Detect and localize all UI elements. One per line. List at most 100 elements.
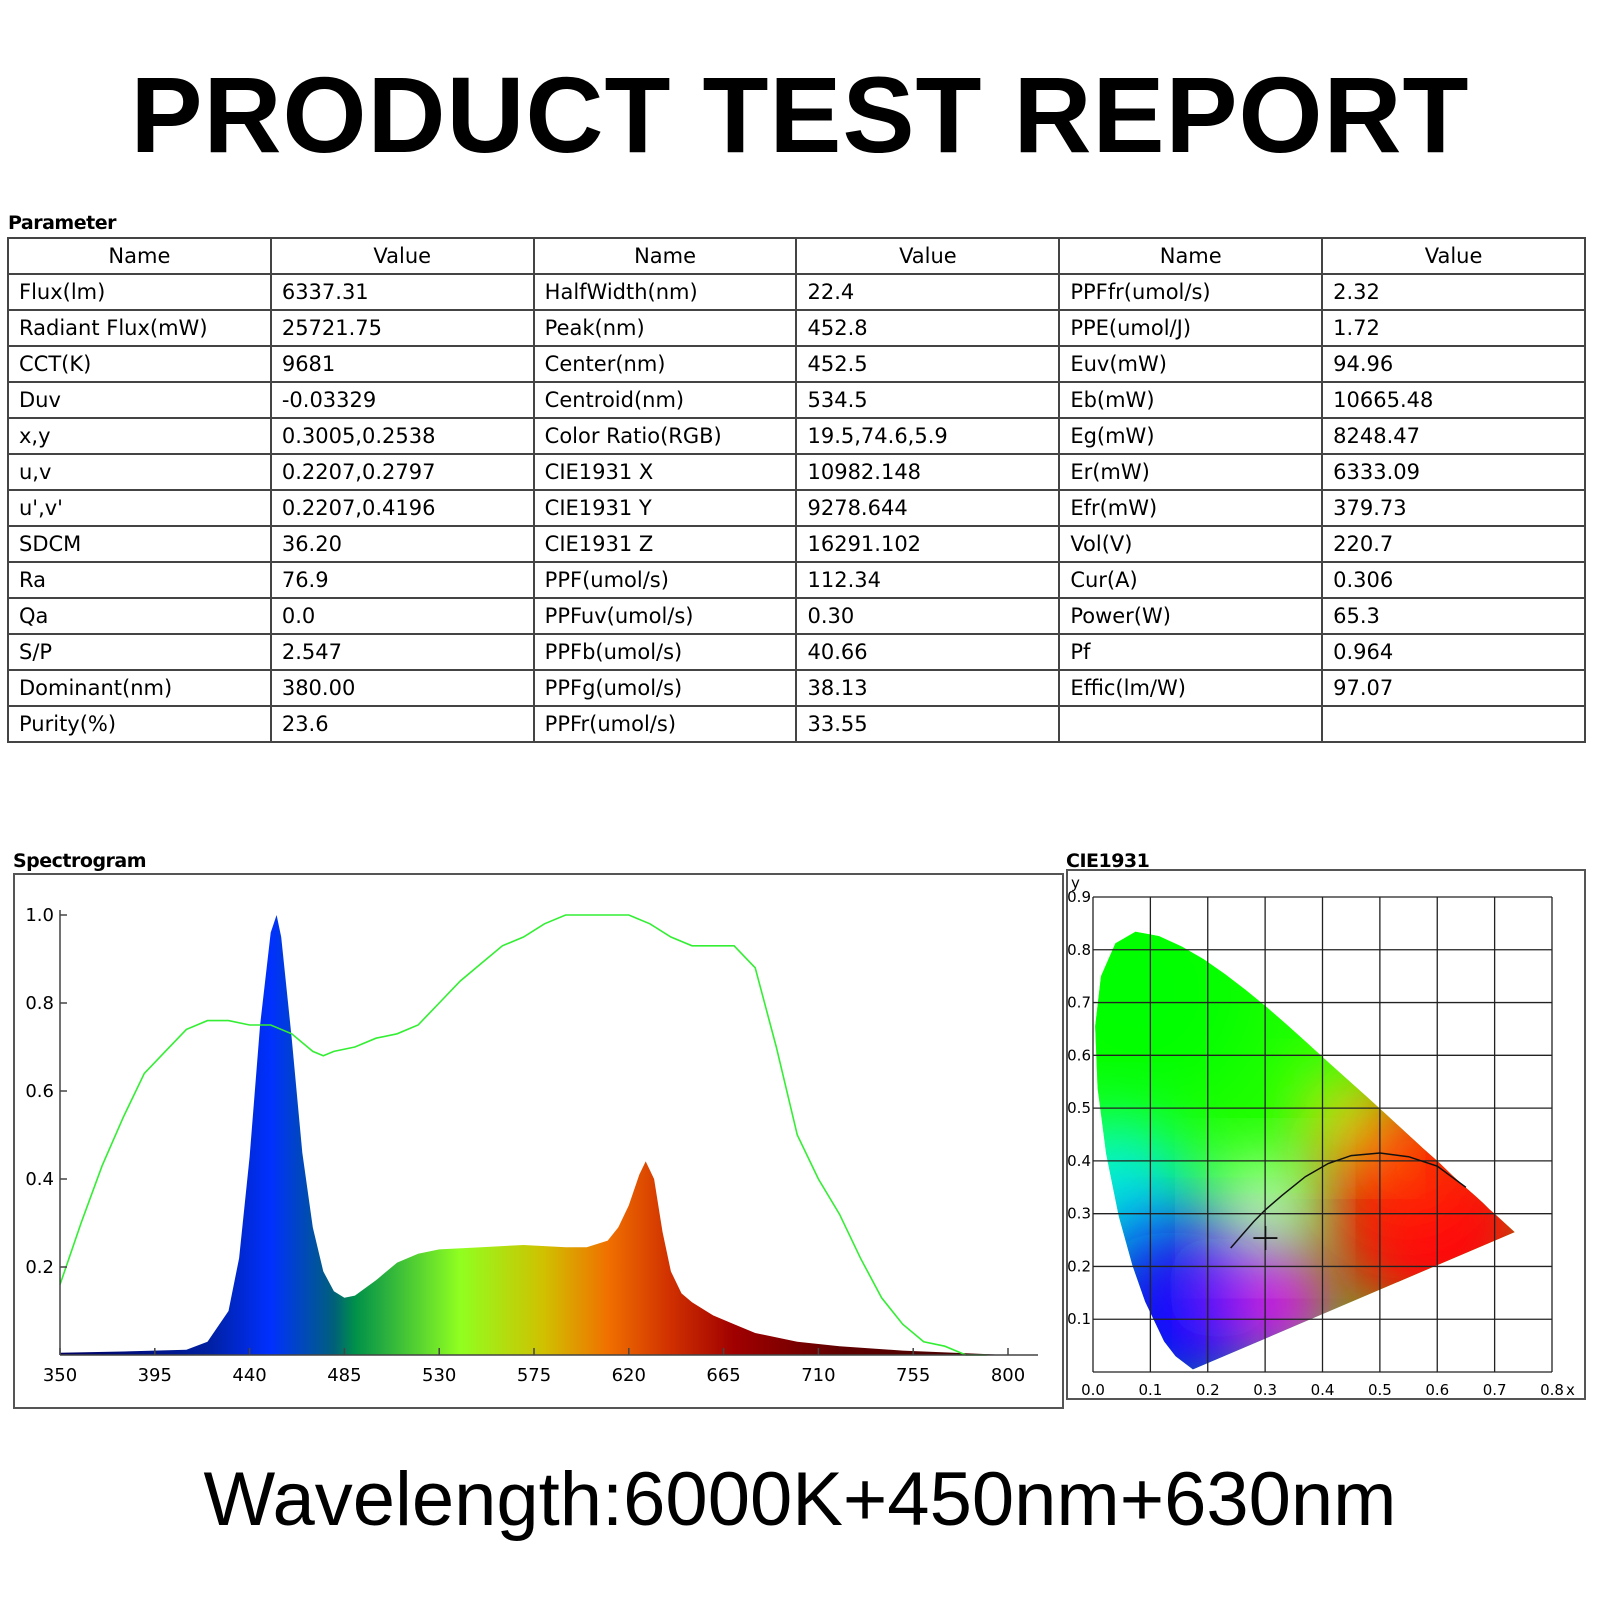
parameter-name: PPFuv(umol/s) [532,597,798,635]
parameter-value: 534.5 [795,381,1061,419]
parameter-name: Flux(lm) [7,273,272,311]
parameter-name: Er(mW) [1058,453,1324,491]
parameter-name: Color Ratio(RGB) [532,417,798,455]
parameter-value: 40.66 [795,633,1061,671]
table-row: CCT(K) 9681 Center(nm) 452.5 Euv(mW) 94.96 [7,345,1586,383]
parameter-name: CIE1931 X [532,453,798,491]
parameter-name: Dominant(nm) [7,669,272,707]
parameter-name: CCT(K) [7,345,272,383]
x-tick-label: 395 [138,1365,172,1386]
parameter-value: 94.96 [1321,345,1586,383]
x-tick-label: 0.3 [1253,1381,1277,1399]
table-row: u,v 0.2207,0.2797 CIE1931 X 10982.148 Er(mW)… [7,453,1586,491]
page-title: PRODUCT TEST REPORT [130,54,1470,175]
color-region [1305,1078,1386,1159]
parameter-value: 0.2207,0.4196 [269,489,535,527]
y-tick-label: 0.8 [1067,941,1091,959]
parameter-name: Effic(lm/W) [1058,669,1324,707]
parameter-value: 33.55 [795,705,1061,743]
parameter-value: 25721.75 [269,309,535,347]
x-tick-label: 0.5 [1368,1381,1392,1399]
parameter-value: 36.20 [269,525,535,563]
column-header-value: Value [1321,237,1586,275]
cie1931-title: CIE1931 [1066,850,1150,872]
parameter-name: Duv [7,381,272,419]
x-tick-label: 800 [991,1365,1025,1386]
y-tick-label: 0.5 [1067,1099,1091,1117]
parameter-value: 9681 [269,345,535,383]
y-tick-label: 0.6 [25,1081,54,1102]
parameter-value: 0.3005,0.2538 [269,417,535,455]
column-header-name: Name [1058,237,1324,275]
parameter-value: 76.9 [269,561,535,599]
table-row: S/P 2.547 PPFb(umol/s) 40.66 Pf 0.964 [7,633,1586,671]
parameter-name: PPFfr(umol/s) [1058,273,1324,311]
parameter-value: 1.72 [1321,309,1586,347]
parameter-name: PPF(umol/s) [532,561,798,599]
parameter-value: 0.964 [1321,633,1586,671]
parameter-section-label: Parameter [8,212,116,234]
spectrum-area [60,915,1008,1355]
parameter-name: Centroid(nm) [532,381,798,419]
parameter-value: 65.3 [1321,597,1586,635]
parameter-value: 380.00 [269,669,535,707]
x-axis-label: x [1566,1381,1575,1399]
table-row: SDCM 36.20 CIE1931 Z 16291.102 Vol(V) 220.7 [7,525,1586,563]
x-tick-label: 0.8 [1540,1381,1564,1399]
parameter-value: 6337.31 [269,273,535,311]
parameter-value: 38.13 [795,669,1061,707]
x-tick-label: 0.4 [1311,1381,1335,1399]
parameter-name: Eb(mW) [1058,381,1324,419]
parameter-name: u,v [7,453,272,491]
parameter-value: 0.306 [1321,561,1586,599]
y-tick-label: 0.8 [25,993,54,1014]
parameter-name: Radiant Flux(mW) [7,309,272,347]
parameter-name: x,y [7,417,272,455]
column-header-name: Name [532,237,798,275]
parameter-name: PPE(umol/J) [1058,309,1324,347]
parameter-value: 10665.48 [1321,381,1586,419]
parameter-value: 112.34 [795,561,1061,599]
parameter-value: 2.547 [269,633,535,671]
table-row: Qa 0.0 PPFuv(umol/s) 0.30 Power(W) 65.3 [7,597,1586,635]
parameter-name [1058,705,1324,743]
parameter-value [1321,705,1586,743]
x-tick-label: 485 [327,1365,361,1386]
y-tick-label: 0.9 [1067,888,1091,906]
color-region [1095,931,1259,1112]
parameter-value: 8248.47 [1321,417,1586,455]
parameter-value: 6333.09 [1321,453,1586,491]
table-row: Duv -0.03329 Centroid(nm) 534.5 Eb(mW) 10665.… [7,381,1586,419]
parameter-name: Eg(mW) [1058,417,1324,455]
parameter-name: PPFr(umol/s) [532,705,798,743]
parameter-value: 16291.102 [795,525,1061,563]
x-tick-label: 0.0 [1081,1381,1105,1399]
table-row: u',v' 0.2207,0.4196 CIE1931 Y 9278.644 Efr(m… [7,489,1586,527]
spectrogram-title: Spectrogram [13,850,147,872]
chromaticity-gamut [1095,931,1515,1370]
parameter-name: Pf [1058,633,1324,671]
parameter-name: Purity(%) [7,705,272,743]
planckian-locus-line [1230,1152,1467,1249]
parameter-value: 452.5 [795,345,1061,383]
parameter-value: 452.8 [795,309,1061,347]
parameter-value: 9278.644 [795,489,1061,527]
parameter-value: -0.03329 [269,381,535,419]
parameter-name: PPFg(umol/s) [532,669,798,707]
y-tick-label: 0.2 [25,1257,54,1278]
parameter-name: Qa [7,597,272,635]
column-header-value: Value [269,237,535,275]
parameter-value: 0.2207,0.2797 [269,453,535,491]
x-tick-label: 710 [801,1365,835,1386]
table-row: Dominant(nm) 380.00 PPFg(umol/s) 38.13 Effic… [7,669,1586,707]
x-tick-label: 0.6 [1425,1381,1449,1399]
table-row: x,y 0.3005,0.2538 Color Ratio(RGB) 19.5,74.… [7,417,1586,455]
table-row: Ra 76.9 PPF(umol/s) 112.34 Cur(A) 0.306 [7,561,1586,599]
parameter-name: Power(W) [1058,597,1324,635]
parameter-value: 97.07 [1321,669,1586,707]
parameter-name: Efr(mW) [1058,489,1324,527]
parameter-name: CIE1931 Z [532,525,798,563]
parameter-value: 19.5,74.6,5.9 [795,417,1061,455]
parameter-value: 23.6 [269,705,535,743]
